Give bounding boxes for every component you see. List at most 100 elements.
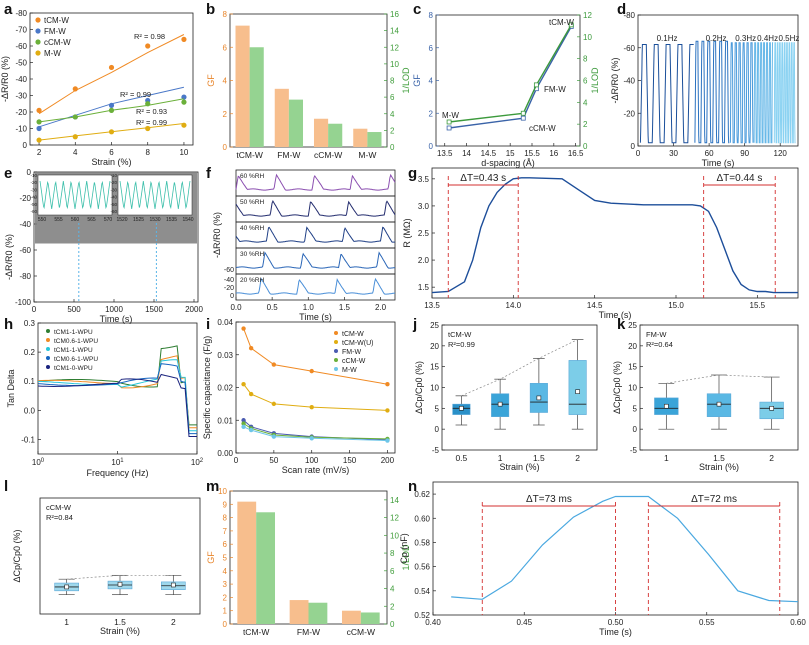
box-mean [171, 582, 176, 588]
y-tick-label: -60 [224, 267, 234, 274]
x-axis-label: Time (s) [299, 312, 332, 322]
frequency-label: 0.2Hz [706, 34, 727, 43]
panel-a: 0 -10 -20 -30 -40 -50 -60 -70 -80 2 4 6 8 10 -ΔR/R0 (%… [0, 9, 194, 167]
y-tick-label: 4 [223, 77, 228, 86]
y-tick-label: 5 [223, 554, 228, 563]
x-tick-label: 16.5 [568, 149, 584, 158]
y-tick-label: -80 [15, 9, 27, 18]
panel-label-f: f [206, 165, 212, 182]
y-axis-label: 1/LOD [401, 544, 411, 571]
y-axis-label: 1/LOD [590, 67, 600, 94]
humidity-signal [235, 251, 396, 269]
panel-label-n: n [408, 478, 417, 495]
category-label: 1.5 [114, 617, 126, 627]
category-label: cCM-W [347, 627, 375, 637]
y-tick-label: -30 [15, 92, 27, 101]
humidity-label: 20 %RH [240, 277, 265, 284]
x-tick-label: 500 [67, 305, 81, 314]
inset-y-tick: -50 [110, 202, 117, 207]
data-point [241, 382, 246, 387]
panel-label-g: g [408, 165, 417, 182]
panel-label-m: m [206, 478, 219, 495]
x-axis-label: Strain (%) [499, 462, 539, 472]
legend-marker [334, 331, 338, 335]
x-tick-label: 4 [73, 148, 78, 157]
x-axis-label: Strain (%) [100, 626, 140, 636]
x-tick-label: 1.0 [303, 303, 315, 312]
y-tick-label: 7 [223, 527, 228, 536]
category-label: 2 [575, 453, 580, 463]
fit-line-tCM-W [38, 34, 185, 115]
y-tick-label: 1 [223, 607, 228, 616]
x-tick-label: 16 [549, 149, 558, 158]
y-tick-label: -10 [15, 125, 27, 134]
frequency-label: 0.5Hz [779, 34, 800, 43]
resistance-curve [431, 177, 798, 294]
panel-k: -5 0 5 10 15 20 25 ΔCp/Cp0 (%) Strain (%) FM-WR²=… [612, 321, 799, 472]
panel-j: -5 0 5 10 15 20 25 ΔCp/Cp0 (%) Strain (%) tCM-WR²… [414, 321, 598, 472]
legend-label: tCM1-0-WPU [54, 365, 93, 372]
y-axis-label: GF [412, 74, 422, 87]
data-point-cCM-W [72, 114, 78, 120]
trend-line [461, 339, 578, 397]
humidity-label: 50 %RH [240, 199, 265, 206]
y-tick-label: 0.1 [24, 377, 36, 386]
x-tick-label: 2 [37, 148, 42, 157]
panel-e: -100-80-60-40-2000 500 1000 1500 2000-ΔR/R0 … [4, 168, 203, 324]
y-tick-label: 2.0 [418, 256, 430, 265]
inset-y-tick: -30 [110, 187, 117, 192]
y-axis-label: Tan Delta [6, 369, 16, 407]
inset-y-tick: -20 [30, 180, 37, 185]
data-point-tCM-W [181, 36, 187, 43]
data-point [309, 436, 314, 441]
y-axis-label: -ΔR/R0 (%) [0, 56, 10, 102]
y-tick-label: 8 [429, 11, 434, 20]
y-axis-label: -ΔR/R0 (%) [212, 212, 222, 258]
r-squared-label: R² = 0.99 [136, 118, 167, 127]
x-axis-label: Time (s) [702, 158, 735, 168]
humidity-signal [235, 173, 396, 191]
category-label: 1 [498, 453, 503, 463]
data-point [241, 424, 246, 429]
box-mean [536, 395, 542, 401]
y-tick-label: 12 [390, 514, 399, 523]
x-tick-label: 2000 [185, 305, 203, 314]
category-label: 2 [769, 453, 774, 463]
y-tick-label: 6 [390, 567, 395, 576]
panel-label-j: j [412, 316, 417, 333]
y-axis-label: -ΔR/R0 (%) [610, 57, 620, 103]
data-point-M-W [36, 137, 42, 143]
inset-y-tick: -60 [110, 209, 117, 214]
y-tick-label: -40 [224, 277, 234, 284]
data-point-cCM-W [145, 101, 151, 107]
bar-lod [249, 47, 264, 147]
point-label: cCM-W [529, 124, 556, 133]
box-mean [64, 584, 69, 590]
y-tick-label: -60 [623, 44, 635, 53]
point-label: tCM-W [549, 18, 574, 27]
segment-0.3Hz [729, 42, 754, 144]
legend-label: cCM-W [44, 38, 71, 47]
inset-y-tick: -60 [30, 209, 37, 214]
x-tick-label: 2.0 [375, 303, 387, 312]
box-mean [664, 403, 669, 409]
data-point [520, 115, 526, 121]
category-label: FM-W [297, 627, 320, 637]
data-point [309, 404, 314, 410]
x-tick-label: 14.0 [506, 301, 522, 310]
legend-label: FM-W [44, 27, 66, 36]
y-axis-label: R (MΩ) [402, 218, 412, 247]
legend-label: cCM-W [342, 358, 366, 365]
data-point-tCM-W [108, 64, 115, 71]
y-tick-label: 0.01 [217, 416, 233, 425]
x-tick-label: 0.40 [425, 618, 441, 627]
y-tick-label: 10 [628, 384, 637, 393]
y-tick-label: 8 [223, 514, 228, 523]
x-axis-label: Time (s) [100, 314, 133, 324]
legend-marker [334, 349, 338, 353]
y-axis-label: ΔCp/Cp0 (%) [12, 529, 22, 582]
x-tick-label: 0.50 [608, 618, 624, 627]
panel-label-i: i [206, 316, 210, 333]
r-squared-label: R² = 0.93 [136, 107, 167, 116]
data-point [520, 110, 526, 116]
